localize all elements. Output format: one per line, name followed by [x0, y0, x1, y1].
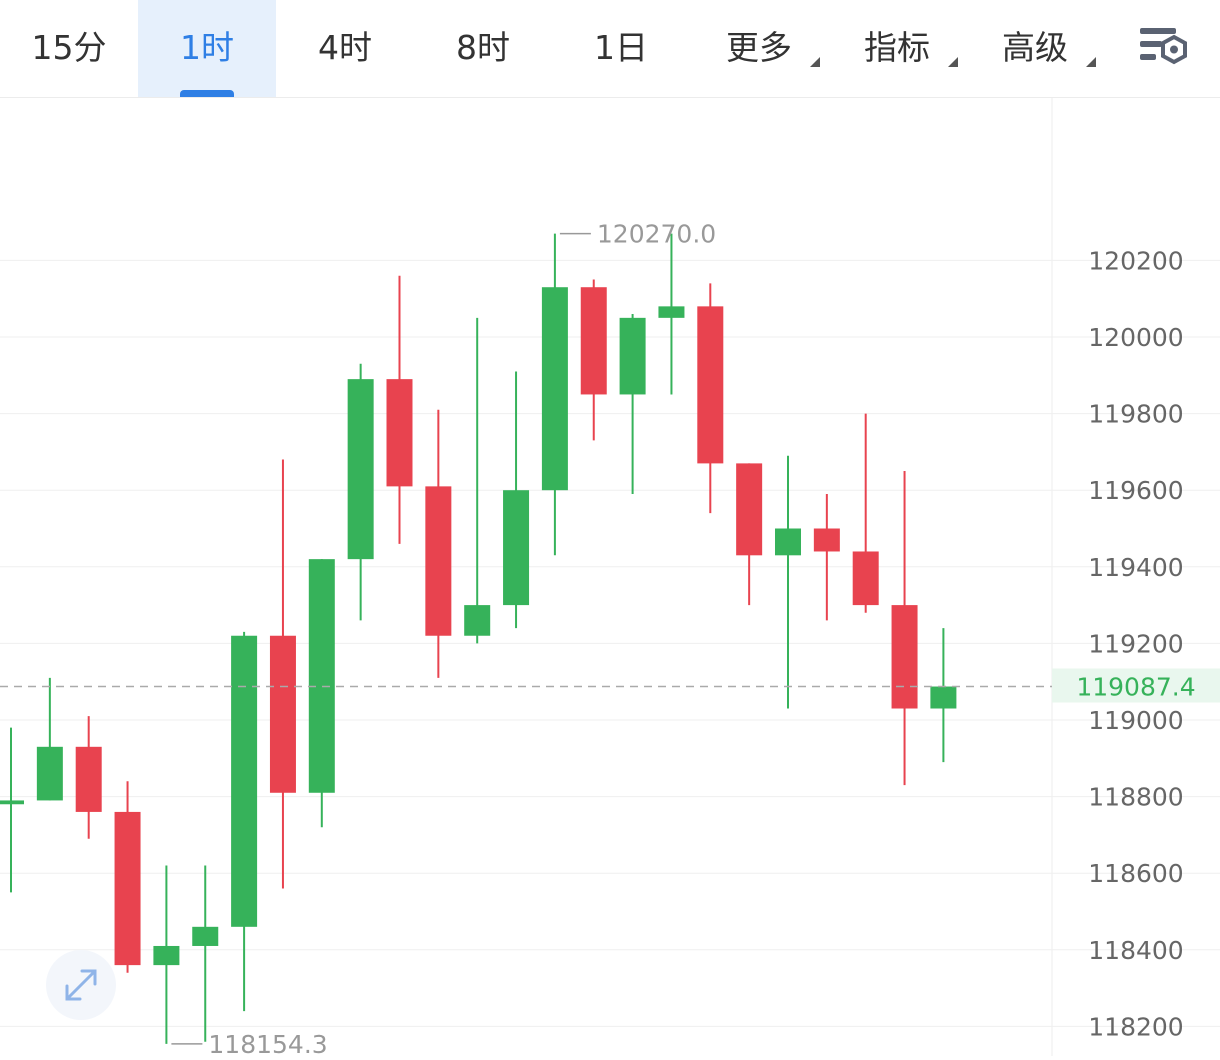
y-tick-label: 120200 [1088, 246, 1183, 275]
timeframe-tab-bar: 15分 1时 4时 8时 1日 更多 指标 高级 [0, 0, 1220, 98]
tab-4hour[interactable]: 4时 [318, 28, 372, 67]
candle-up [192, 926, 219, 946]
candle-up [930, 686, 957, 709]
y-tick-label: 120000 [1088, 323, 1183, 352]
candle-up [231, 635, 258, 927]
y-tick-label: 119000 [1088, 706, 1183, 735]
dropdown-caret-icon [810, 57, 820, 67]
expand-arrows-icon[interactable] [46, 950, 116, 1020]
y-tick-label: 118800 [1088, 783, 1183, 812]
y-tick-label: 118200 [1088, 1012, 1183, 1041]
candle-down [386, 379, 413, 487]
tab-1day[interactable]: 1日 [594, 28, 648, 67]
candle-up [308, 559, 335, 793]
tab-advanced[interactable]: 高级 [966, 0, 1104, 97]
candle-down [75, 746, 102, 812]
candle-down [736, 463, 763, 556]
y-tick-label: 118600 [1088, 859, 1183, 888]
y-tick-label: 119200 [1088, 629, 1183, 658]
dropdown-caret-icon [948, 57, 958, 67]
dropdown-caret-icon [1086, 57, 1096, 67]
high-marker-label: 120270.0 [597, 220, 716, 249]
candle-up [347, 379, 374, 560]
tab-more[interactable]: 更多 [690, 0, 828, 97]
tab-indicators[interactable]: 指标 [828, 0, 966, 97]
active-tab-indicator [180, 90, 234, 97]
candle-down [852, 551, 879, 606]
current-price-label: 119087.4 [1076, 673, 1195, 702]
y-tick-label: 119800 [1088, 400, 1183, 429]
candle-up [658, 306, 685, 318]
candle-up [0, 800, 24, 805]
candle-down [580, 287, 607, 395]
candle-down [813, 528, 840, 552]
candle-up [153, 945, 180, 966]
candle-down [425, 486, 452, 636]
candle-down [269, 635, 296, 793]
y-tick-label: 118400 [1088, 936, 1183, 965]
chart-settings-icon[interactable] [1132, 22, 1192, 74]
tab-15min[interactable]: 15分 [31, 28, 107, 67]
candle-up [503, 490, 530, 606]
tab-8hour[interactable]: 8时 [456, 28, 510, 67]
low-marker-label: 118154.3 [208, 1030, 327, 1056]
candle-up [775, 528, 801, 556]
candle-up [619, 317, 646, 395]
current-price-badge [1052, 668, 1220, 703]
candle-up [541, 287, 568, 491]
y-tick-label: 119400 [1088, 553, 1183, 582]
candle-up [464, 605, 491, 636]
chart-canvas: 120200 120000 119800 119600 119400 119200 1190… [0, 98, 1220, 1059]
candle-up [36, 746, 63, 801]
candle-down [891, 605, 918, 709]
y-tick-label: 119600 [1088, 476, 1183, 505]
candlestick-chart[interactable]: 120200 120000 119800 119600 119400 119200 1190… [0, 98, 1220, 1059]
candle-down [697, 306, 724, 464]
candle-down [114, 811, 141, 966]
tab-1hour[interactable]: 1时 [138, 0, 276, 97]
